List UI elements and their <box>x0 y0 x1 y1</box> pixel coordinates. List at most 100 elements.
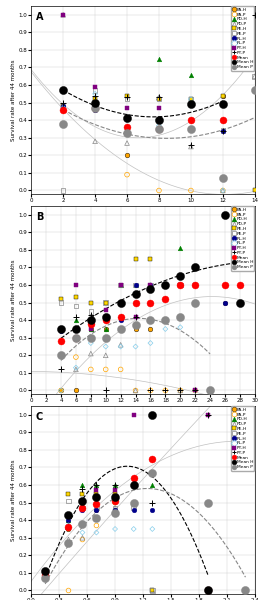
Point <box>221 126 225 136</box>
Point <box>89 319 93 329</box>
X-axis label: Seedling height classes (cm) before the planting: Seedling height classes (cm) before the … <box>76 406 210 411</box>
Point <box>132 498 136 508</box>
Point <box>193 280 197 290</box>
Y-axis label: Survival rate after 44 months: Survival rate after 44 months <box>10 459 16 541</box>
Point <box>208 386 212 395</box>
Point <box>74 301 78 311</box>
Point <box>221 100 225 109</box>
Point <box>163 386 167 395</box>
Point <box>94 480 99 490</box>
Point <box>150 454 154 464</box>
Point <box>119 342 123 352</box>
Point <box>74 293 78 302</box>
Point <box>150 505 154 514</box>
Point <box>148 280 153 290</box>
Point <box>43 574 47 583</box>
Y-axis label: Survival rate after 44 months: Survival rate after 44 months <box>10 59 16 141</box>
Point <box>61 10 65 20</box>
Point <box>223 280 227 290</box>
Point <box>61 101 65 111</box>
Point <box>119 298 123 307</box>
Point <box>189 115 193 125</box>
Point <box>221 91 225 100</box>
Point <box>178 280 182 290</box>
Point <box>94 489 99 499</box>
Point <box>93 103 97 113</box>
Point <box>89 316 93 325</box>
Point <box>150 468 154 478</box>
Point <box>150 586 154 595</box>
Point <box>119 316 123 325</box>
Point <box>178 280 182 290</box>
Point <box>61 103 65 113</box>
Point <box>80 505 84 514</box>
Point <box>148 386 153 395</box>
Point <box>133 254 138 263</box>
Point <box>178 386 182 395</box>
Point <box>193 280 197 290</box>
Point <box>223 210 227 220</box>
Point <box>189 100 193 109</box>
Point <box>178 280 182 290</box>
Point <box>113 480 117 490</box>
Point <box>157 124 161 134</box>
Point <box>125 170 129 179</box>
Point <box>119 324 123 334</box>
Point <box>223 210 227 220</box>
Point <box>119 365 123 374</box>
Point <box>178 280 182 290</box>
Point <box>223 298 227 307</box>
Point <box>66 515 70 525</box>
Point <box>206 410 210 419</box>
Point <box>221 185 225 195</box>
Point <box>80 498 84 508</box>
Point <box>148 280 153 290</box>
Point <box>221 126 225 136</box>
Point <box>132 498 136 508</box>
Point <box>193 263 197 272</box>
Point <box>61 10 65 20</box>
Point <box>89 324 93 334</box>
Point <box>148 284 153 293</box>
Point <box>148 254 153 263</box>
Point <box>89 298 93 307</box>
Point <box>125 92 129 102</box>
Point <box>133 320 138 330</box>
Point <box>93 91 97 100</box>
Point <box>208 386 212 395</box>
Point <box>94 493 99 502</box>
Point <box>61 103 65 113</box>
Point <box>61 86 65 95</box>
Point <box>80 535 84 544</box>
Point <box>89 338 93 348</box>
Point <box>89 333 93 343</box>
Point <box>61 185 65 195</box>
Point <box>132 524 136 534</box>
Point <box>104 350 108 360</box>
Point <box>119 312 123 322</box>
Point <box>125 128 129 137</box>
Point <box>104 324 108 334</box>
Point <box>148 316 153 325</box>
Point <box>238 210 242 220</box>
Point <box>133 298 138 307</box>
Point <box>74 333 78 343</box>
Point <box>157 115 161 125</box>
Point <box>208 386 212 395</box>
Legend: PA-H, PA-P, PD-H, PD-P, PE-H, PE-P, PL-H, PL-P, PT-H, PT-P, Mean, Mean H, Mean P: PA-H, PA-P, PD-H, PD-P, PE-H, PE-P, PL-H… <box>231 406 254 470</box>
Point <box>189 124 193 134</box>
Point <box>133 289 138 299</box>
Point <box>178 312 182 322</box>
Point <box>189 142 193 151</box>
Point <box>132 480 136 490</box>
Point <box>43 570 47 580</box>
Point <box>89 324 93 334</box>
Point <box>89 316 93 325</box>
Point <box>61 105 65 115</box>
Point <box>43 566 47 576</box>
Point <box>93 89 97 98</box>
Point <box>157 54 161 64</box>
Point <box>74 316 78 325</box>
Point <box>253 185 257 195</box>
Point <box>43 574 47 583</box>
